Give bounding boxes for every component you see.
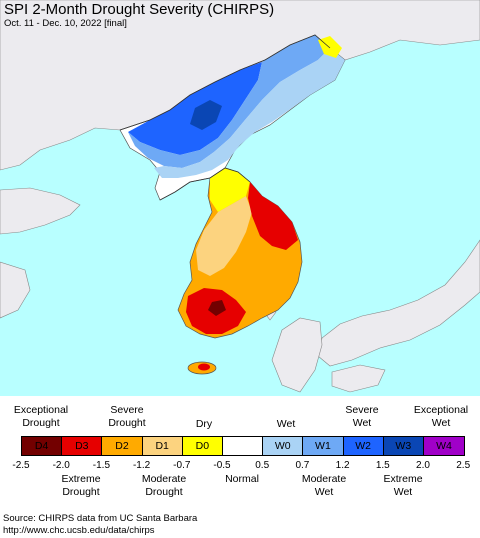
legend-tick: 0.7 (295, 460, 310, 471)
legend-tick: -1.5 (92, 460, 111, 471)
north-korea-wet-severe (128, 35, 330, 168)
legend-tick: -2.0 (52, 460, 70, 471)
source-line-2: http://www.chc.ucsb.edu/data/chirps (3, 525, 155, 536)
map-title: SPI 2-Month Drought Severity (CHIRPS) (4, 1, 275, 18)
legend-label-extreme-wet: Extreme Wet (383, 473, 423, 498)
south-korea-d1 (196, 196, 252, 276)
legend-label-severe-drought: Severe Drought (108, 404, 146, 429)
legend-swatch-w0: W0 (263, 437, 304, 455)
japan-kyushu (271, 317, 323, 393)
legend-label-moderate-drought: Moderate Drought (141, 473, 187, 498)
legend-label-dry: Dry (195, 418, 213, 430)
south-korea-d4 (208, 300, 226, 316)
legend-tick: 1.2 (335, 460, 350, 471)
legend-color-bar: D4 D3 D2 D1 D0 W0 W1 W2 W3 W4 (21, 436, 466, 456)
legend-label-extreme-drought: Extreme Drought (61, 473, 101, 498)
north-korea-wet-moderate (154, 48, 345, 178)
legend-swatch-d2: D2 (102, 437, 143, 455)
legend-swatch-d1: D1 (142, 437, 183, 455)
china-south-coast (0, 261, 31, 319)
dmz-border (159, 167, 251, 201)
legend-swatch-w1: W1 (303, 437, 344, 455)
legend-swatch-w2: W2 (343, 437, 384, 455)
south-korea-d3-east (248, 182, 298, 250)
legend-swatch-d3: D3 (62, 437, 103, 455)
legend-tick: 2.5 (456, 460, 471, 471)
legend-tick: -1.2 (132, 460, 151, 471)
legend-swatch-d0: D0 (182, 437, 223, 455)
legend-label-wet: Wet (276, 418, 296, 430)
legend-swatch-normal (222, 437, 264, 455)
legend-label-moderate-wet: Moderate Wet (301, 473, 347, 498)
china-nk-border (119, 34, 331, 131)
south-korea-dry-d0 (210, 168, 250, 212)
legend-swatch-w3: W3 (383, 437, 424, 455)
legend-tick: 0.5 (255, 460, 270, 471)
legend-label-severe-wet: Severe Wet (345, 404, 379, 429)
legend-label-exceptional-drought: Exceptional Drought (13, 404, 69, 429)
legend-label-normal: Normal (225, 473, 259, 485)
north-korea-wet-core (190, 100, 222, 130)
legend-tick: 1.5 (375, 460, 390, 471)
northeast-dry-patch (318, 36, 342, 58)
japan-shikoku (331, 364, 386, 393)
legend-tick: -0.7 (173, 460, 191, 471)
map-subtitle: Oct. 11 - Dec. 10, 2022 [final] (4, 18, 127, 29)
source-credit: Source: CHIRPS data from UC Santa Barbar… (3, 513, 197, 537)
legend-swatch-w4: W4 (423, 437, 465, 455)
legend-tick: -2.5 (12, 460, 30, 471)
legend-swatch-d4: D4 (22, 437, 63, 455)
legend-tick: -0.5 (213, 460, 231, 471)
legend-label-exceptional-wet: Exceptional Wet (413, 404, 469, 429)
source-line-1: Source: CHIRPS data from UC Santa Barbar… (3, 513, 198, 524)
jeju-island-core (198, 363, 210, 371)
drought-map (0, 0, 480, 396)
legend-tick: 2.0 (416, 460, 430, 471)
map-canvas (0, 0, 480, 396)
shandong-peninsula (0, 187, 81, 235)
